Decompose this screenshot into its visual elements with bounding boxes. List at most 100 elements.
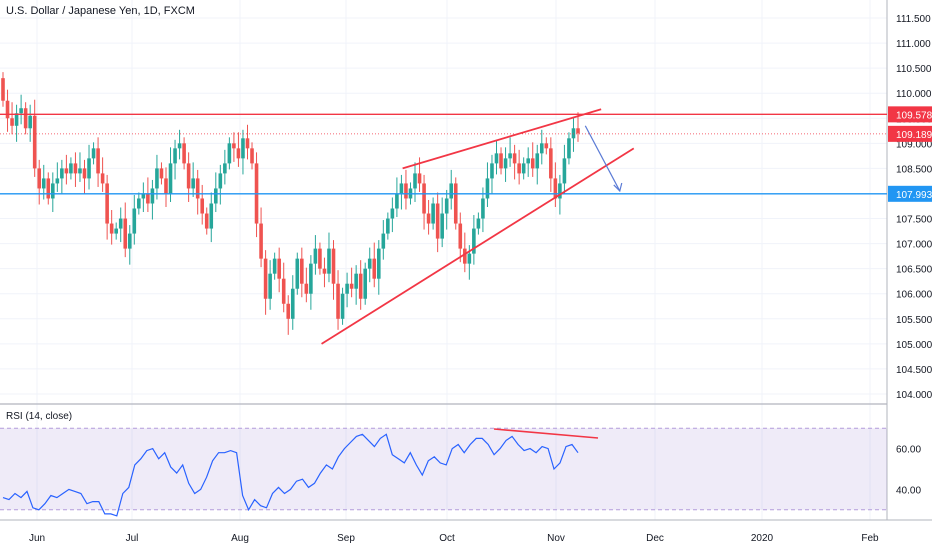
candle-body bbox=[512, 153, 517, 164]
candle-body bbox=[28, 115, 32, 129]
rsi-title: RSI (14, close) bbox=[6, 411, 73, 422]
candle-body bbox=[87, 158, 91, 179]
candle-body bbox=[195, 178, 200, 199]
candle-body bbox=[463, 248, 467, 264]
candle-body bbox=[69, 163, 73, 174]
candle-body bbox=[435, 203, 440, 239]
candle-body bbox=[340, 293, 345, 319]
candle-body bbox=[14, 113, 19, 126]
candle-body bbox=[508, 153, 512, 159]
candle-body bbox=[530, 158, 535, 169]
candle-body bbox=[481, 198, 485, 219]
candle-body bbox=[277, 258, 281, 279]
candle-body bbox=[19, 108, 23, 114]
candle-body bbox=[173, 148, 177, 164]
candle-body bbox=[322, 268, 327, 274]
last-price-label: 109.189 bbox=[896, 130, 932, 141]
forecast-arrow-shaft bbox=[584, 125, 621, 192]
chart-title: U.S. Dollar / Japanese Yen, 1D, FXCM bbox=[6, 5, 195, 17]
candle-body bbox=[159, 168, 164, 179]
candle-body bbox=[567, 138, 571, 159]
candle-body bbox=[232, 143, 236, 149]
candle-body bbox=[331, 248, 336, 284]
candle-body bbox=[426, 213, 431, 224]
candle-body bbox=[345, 283, 349, 294]
candle-body bbox=[213, 188, 218, 204]
candle-body bbox=[268, 273, 272, 299]
candle-body bbox=[127, 233, 132, 249]
candle-body bbox=[109, 223, 114, 234]
candle-body bbox=[164, 178, 168, 194]
candle-body bbox=[327, 248, 331, 274]
candle-body bbox=[494, 153, 499, 164]
price-label: 109.578 bbox=[896, 110, 932, 121]
candle-body bbox=[562, 158, 567, 184]
candle-body bbox=[55, 178, 60, 184]
candle-body bbox=[309, 263, 313, 294]
candle-body bbox=[73, 163, 78, 174]
candle-body bbox=[218, 173, 223, 189]
candle-body bbox=[105, 183, 109, 224]
y-tick-label: 104.000 bbox=[896, 390, 932, 401]
candle-body bbox=[64, 168, 69, 174]
forecast-arrow-head bbox=[613, 182, 623, 193]
candle-body bbox=[114, 228, 118, 234]
candle-body bbox=[517, 163, 521, 174]
candle-body bbox=[553, 178, 558, 199]
candle-body bbox=[123, 218, 128, 249]
last-price-label-bg bbox=[888, 125, 932, 142]
y-tick-label: 106.500 bbox=[896, 265, 932, 276]
candle-body bbox=[82, 168, 87, 179]
trend-line bbox=[402, 108, 602, 170]
y-tick-label: 104.500 bbox=[896, 365, 932, 376]
candle-body bbox=[363, 268, 368, 299]
candle-body bbox=[146, 193, 150, 204]
candle-body bbox=[349, 283, 354, 289]
candle-body bbox=[413, 173, 417, 189]
candle-body bbox=[521, 163, 526, 174]
candle-body bbox=[32, 115, 37, 169]
candle-body bbox=[440, 213, 444, 239]
rsi-band bbox=[0, 428, 887, 510]
rsi-line bbox=[2, 433, 579, 517]
candle-body bbox=[304, 283, 309, 294]
y-tick-label: 105.000 bbox=[896, 340, 932, 351]
candle-body bbox=[236, 148, 241, 159]
x-tick-label: Nov bbox=[547, 533, 565, 544]
candle-body bbox=[227, 143, 232, 164]
candle-body bbox=[358, 273, 363, 299]
candle-body bbox=[168, 163, 173, 194]
candle-body bbox=[259, 223, 263, 259]
candle-body bbox=[132, 208, 137, 234]
rsi-divergence-line bbox=[493, 428, 599, 439]
candle-body bbox=[51, 183, 55, 199]
candle-body bbox=[458, 223, 463, 249]
candle-body bbox=[300, 258, 304, 284]
candle-body bbox=[204, 213, 209, 229]
price-label-bg bbox=[888, 106, 932, 123]
x-tick-label: Dec bbox=[646, 533, 664, 544]
candle-body bbox=[141, 193, 146, 199]
candle-body bbox=[390, 208, 395, 219]
x-tick-label: 2020 bbox=[751, 533, 774, 544]
candle-body bbox=[272, 258, 277, 274]
y-tick-label: 110.000 bbox=[896, 89, 932, 100]
candle-body bbox=[367, 258, 372, 269]
candle-body bbox=[41, 178, 46, 189]
candle-body bbox=[485, 178, 490, 199]
candle-body bbox=[399, 183, 404, 194]
candle-body bbox=[245, 138, 250, 149]
x-tick-label: Aug bbox=[231, 533, 249, 544]
y-tick-label: 108.500 bbox=[896, 164, 932, 175]
candle-body bbox=[449, 183, 454, 199]
candle-body bbox=[313, 248, 318, 264]
candle-body bbox=[290, 288, 295, 319]
y-tick-label: 107.000 bbox=[896, 240, 932, 251]
candle-body bbox=[544, 143, 549, 149]
candle-body bbox=[354, 273, 358, 289]
y-tick-label: 106.000 bbox=[896, 290, 932, 301]
candle-body bbox=[1, 78, 5, 101]
candle-body bbox=[381, 233, 386, 249]
